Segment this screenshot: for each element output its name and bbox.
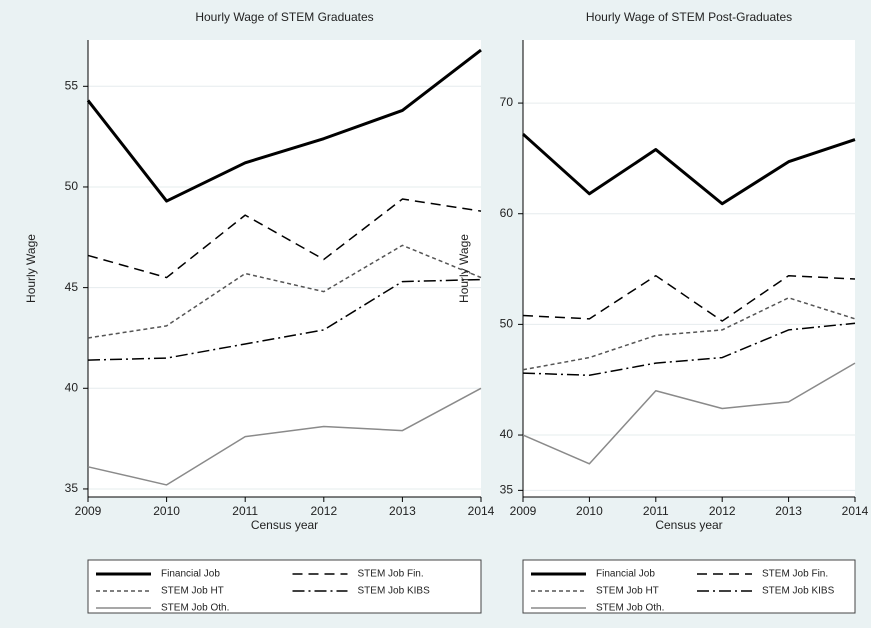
y-tick-label: 40 xyxy=(65,380,79,394)
legend-label: STEM Job KIBS xyxy=(762,586,835,597)
series-line xyxy=(522,274,856,322)
y-tick-label: 40 xyxy=(500,427,514,441)
legend-box xyxy=(522,559,856,614)
x-tick-label: 2011 xyxy=(643,504,669,518)
x-tick-label: 2011 xyxy=(232,504,258,518)
x-tick-label: 2012 xyxy=(310,504,337,518)
series-line xyxy=(87,244,482,339)
legend-label: Financial Job xyxy=(596,569,655,580)
y-tick-label: 50 xyxy=(65,179,79,193)
y-axis-label: Hourly Wage xyxy=(457,234,471,303)
series-line xyxy=(521,132,856,206)
x-tick-label: 2009 xyxy=(75,504,102,518)
legend-label: STEM Job Oth. xyxy=(161,603,229,614)
legend-label: STEM Job HT xyxy=(596,586,659,597)
plot-area xyxy=(523,40,855,497)
legend-box xyxy=(87,559,482,614)
x-tick-label: 2010 xyxy=(153,504,180,518)
legend-label: STEM Job Fin. xyxy=(358,569,424,580)
y-tick-label: 50 xyxy=(500,317,514,331)
x-tick-label: 2012 xyxy=(709,504,736,518)
x-tick-label: 2013 xyxy=(775,504,802,518)
x-tick-label: 2009 xyxy=(510,504,537,518)
legend-label: STEM Job Oth. xyxy=(596,603,664,614)
series-line xyxy=(522,362,856,465)
chart-title: Hourly Wage of STEM Graduates xyxy=(195,10,373,24)
chart-title: Hourly Wage of STEM Post-Graduates xyxy=(586,10,792,24)
x-axis-label: Census year xyxy=(655,518,722,532)
y-tick-label: 35 xyxy=(65,481,79,495)
series-line xyxy=(87,198,482,279)
y-tick-label: 35 xyxy=(500,483,514,497)
y-tick-label: 70 xyxy=(500,95,514,109)
legend-label: STEM Job HT xyxy=(161,586,224,597)
legend-label: Financial Job xyxy=(161,569,220,580)
series-line xyxy=(86,48,482,203)
legend-label: STEM Job Fin. xyxy=(762,569,828,580)
x-tick-label: 2014 xyxy=(842,504,869,518)
x-tick-label: 2014 xyxy=(468,504,495,518)
plot-area xyxy=(88,40,481,497)
series-line xyxy=(87,278,482,361)
y-tick-label: 45 xyxy=(65,280,79,294)
y-tick-label: 55 xyxy=(65,78,79,92)
series-line xyxy=(522,322,856,377)
series-line xyxy=(87,387,482,486)
y-axis-label: Hourly Wage xyxy=(24,234,38,303)
series-line xyxy=(522,297,856,371)
x-tick-label: 2013 xyxy=(389,504,416,518)
x-axis-label: Census year xyxy=(251,518,318,532)
legend-label: STEM Job KIBS xyxy=(358,586,431,597)
y-tick-label: 60 xyxy=(500,206,514,220)
x-tick-label: 2010 xyxy=(576,504,603,518)
